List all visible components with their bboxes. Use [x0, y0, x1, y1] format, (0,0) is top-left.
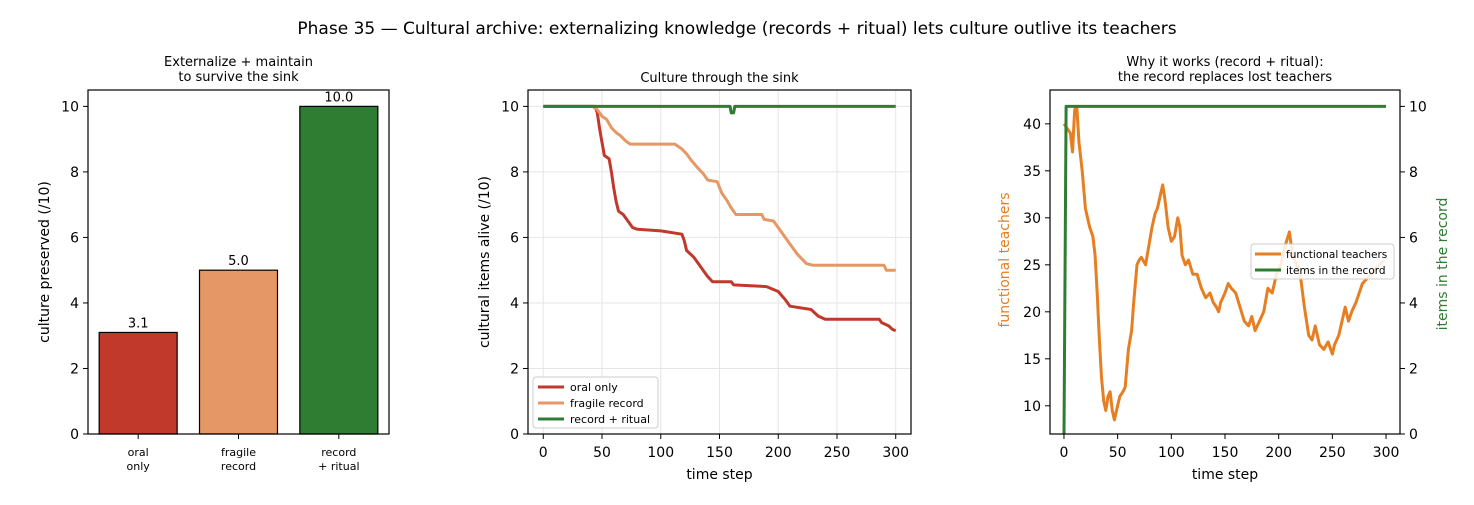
x-tick-label: 200	[1265, 445, 1292, 461]
x-axis-label: time step	[686, 467, 752, 483]
y-right-tick-label: 2	[1409, 361, 1418, 377]
y-left-tick-label: 25	[1023, 258, 1041, 274]
y-tick-label: 2	[510, 361, 519, 377]
x-tick-label: 50	[1109, 445, 1127, 461]
x-tick-label: 100	[647, 445, 674, 461]
x-tick-label: 200	[765, 445, 792, 461]
x-tick-label: 0	[1059, 445, 1068, 461]
legend-label: functional teachers	[1286, 249, 1387, 261]
y-tick-label: 10	[61, 99, 79, 115]
y-right-tick-label: 6	[1409, 230, 1418, 246]
chart-title-line: Why it works (record + ritual):	[1126, 55, 1323, 70]
bar-value-label: 3.1	[128, 316, 149, 331]
y-tick-label: 4	[510, 296, 519, 312]
y-tick-label: 0	[510, 427, 519, 443]
panel-line-why-it-works: Why it works (record + ritual):the recor…	[997, 55, 1451, 483]
x-tick-label: 50	[593, 445, 611, 461]
x-tick-label: only	[127, 460, 151, 473]
x-tick-label: 150	[1212, 445, 1239, 461]
series-line	[543, 104, 896, 115]
plot-frame	[87, 89, 390, 435]
y-right-tick-label: 10	[1409, 99, 1427, 115]
y-right-tick-label: 0	[1409, 427, 1418, 443]
y-tick-label: 4	[70, 296, 79, 312]
x-tick-label: 250	[824, 445, 851, 461]
x-tick-label: fragile	[221, 446, 256, 459]
y-left-tick-label: 35	[1023, 164, 1041, 180]
y-tick-label: 8	[510, 165, 519, 181]
y-left-tick-label: 30	[1023, 211, 1041, 227]
y-left-tick-label: 40	[1023, 117, 1041, 133]
y-left-axis-label: functional teachers	[997, 192, 1013, 327]
figure-suptitle: Phase 35 — Cultural archive: externalizi…	[297, 19, 1176, 39]
x-tick-label: 100	[1158, 445, 1185, 461]
x-tick-label: 0	[539, 445, 548, 461]
bar-value-label: 5.0	[228, 254, 249, 269]
chart-title-line: Externalize + maintain	[164, 55, 313, 70]
legend-label: oral only	[570, 381, 618, 394]
x-tick-label: oral	[128, 446, 149, 459]
y-right-axis-label: items in the record	[1435, 198, 1451, 331]
plot-frame	[1049, 89, 1401, 435]
y-right-tick-label: 8	[1409, 165, 1418, 181]
y-tick-label: 6	[510, 230, 519, 246]
y-tick-label: 10	[501, 99, 519, 115]
series-line	[543, 104, 897, 333]
legend: oral only fragile record record + ritual	[532, 376, 659, 429]
x-tick-label: 300	[882, 445, 909, 461]
bar-value-label: 10.0	[324, 90, 353, 105]
series-line	[1062, 105, 1386, 422]
legend-label: record + ritual	[570, 413, 650, 426]
series-line	[543, 104, 896, 272]
x-tick-label: 300	[1373, 445, 1400, 461]
y-right-tick-label: 4	[1409, 296, 1418, 312]
y-axis-label: culture preserved (/10)	[37, 181, 53, 343]
series-line	[1062, 104, 1386, 435]
y-tick-label: 2	[70, 361, 79, 377]
x-tick-label: 150	[706, 445, 733, 461]
legend: functional teachers items in the record	[1250, 243, 1395, 280]
x-tick-label: record	[221, 460, 256, 473]
y-left-tick-label: 15	[1023, 352, 1041, 368]
x-axis-label: time step	[1192, 467, 1258, 483]
bar	[299, 105, 379, 435]
x-tick-label: + ritual	[318, 460, 359, 473]
y-left-tick-label: 20	[1023, 305, 1041, 321]
chart-title-line: the record replaces lost teachers	[1118, 70, 1332, 85]
chart-title-line: to survive the sink	[178, 70, 299, 85]
legend-label: fragile record	[570, 397, 644, 410]
legend-box	[532, 376, 659, 429]
bar	[198, 269, 279, 435]
y-tick-label: 6	[70, 230, 79, 246]
plot-frame	[527, 89, 912, 435]
y-tick-label: 8	[70, 165, 79, 181]
chart-title: Culture through the sink	[640, 71, 799, 86]
y-left-tick-label: 10	[1023, 399, 1041, 415]
x-tick-label: 250	[1319, 445, 1346, 461]
y-tick-label: 0	[70, 427, 79, 443]
bar	[98, 331, 178, 435]
x-tick-label: record	[321, 446, 356, 459]
legend-label: items in the record	[1286, 265, 1386, 277]
y-axis-label: cultural items alive (/10)	[477, 176, 493, 348]
legend-box	[1250, 243, 1395, 280]
